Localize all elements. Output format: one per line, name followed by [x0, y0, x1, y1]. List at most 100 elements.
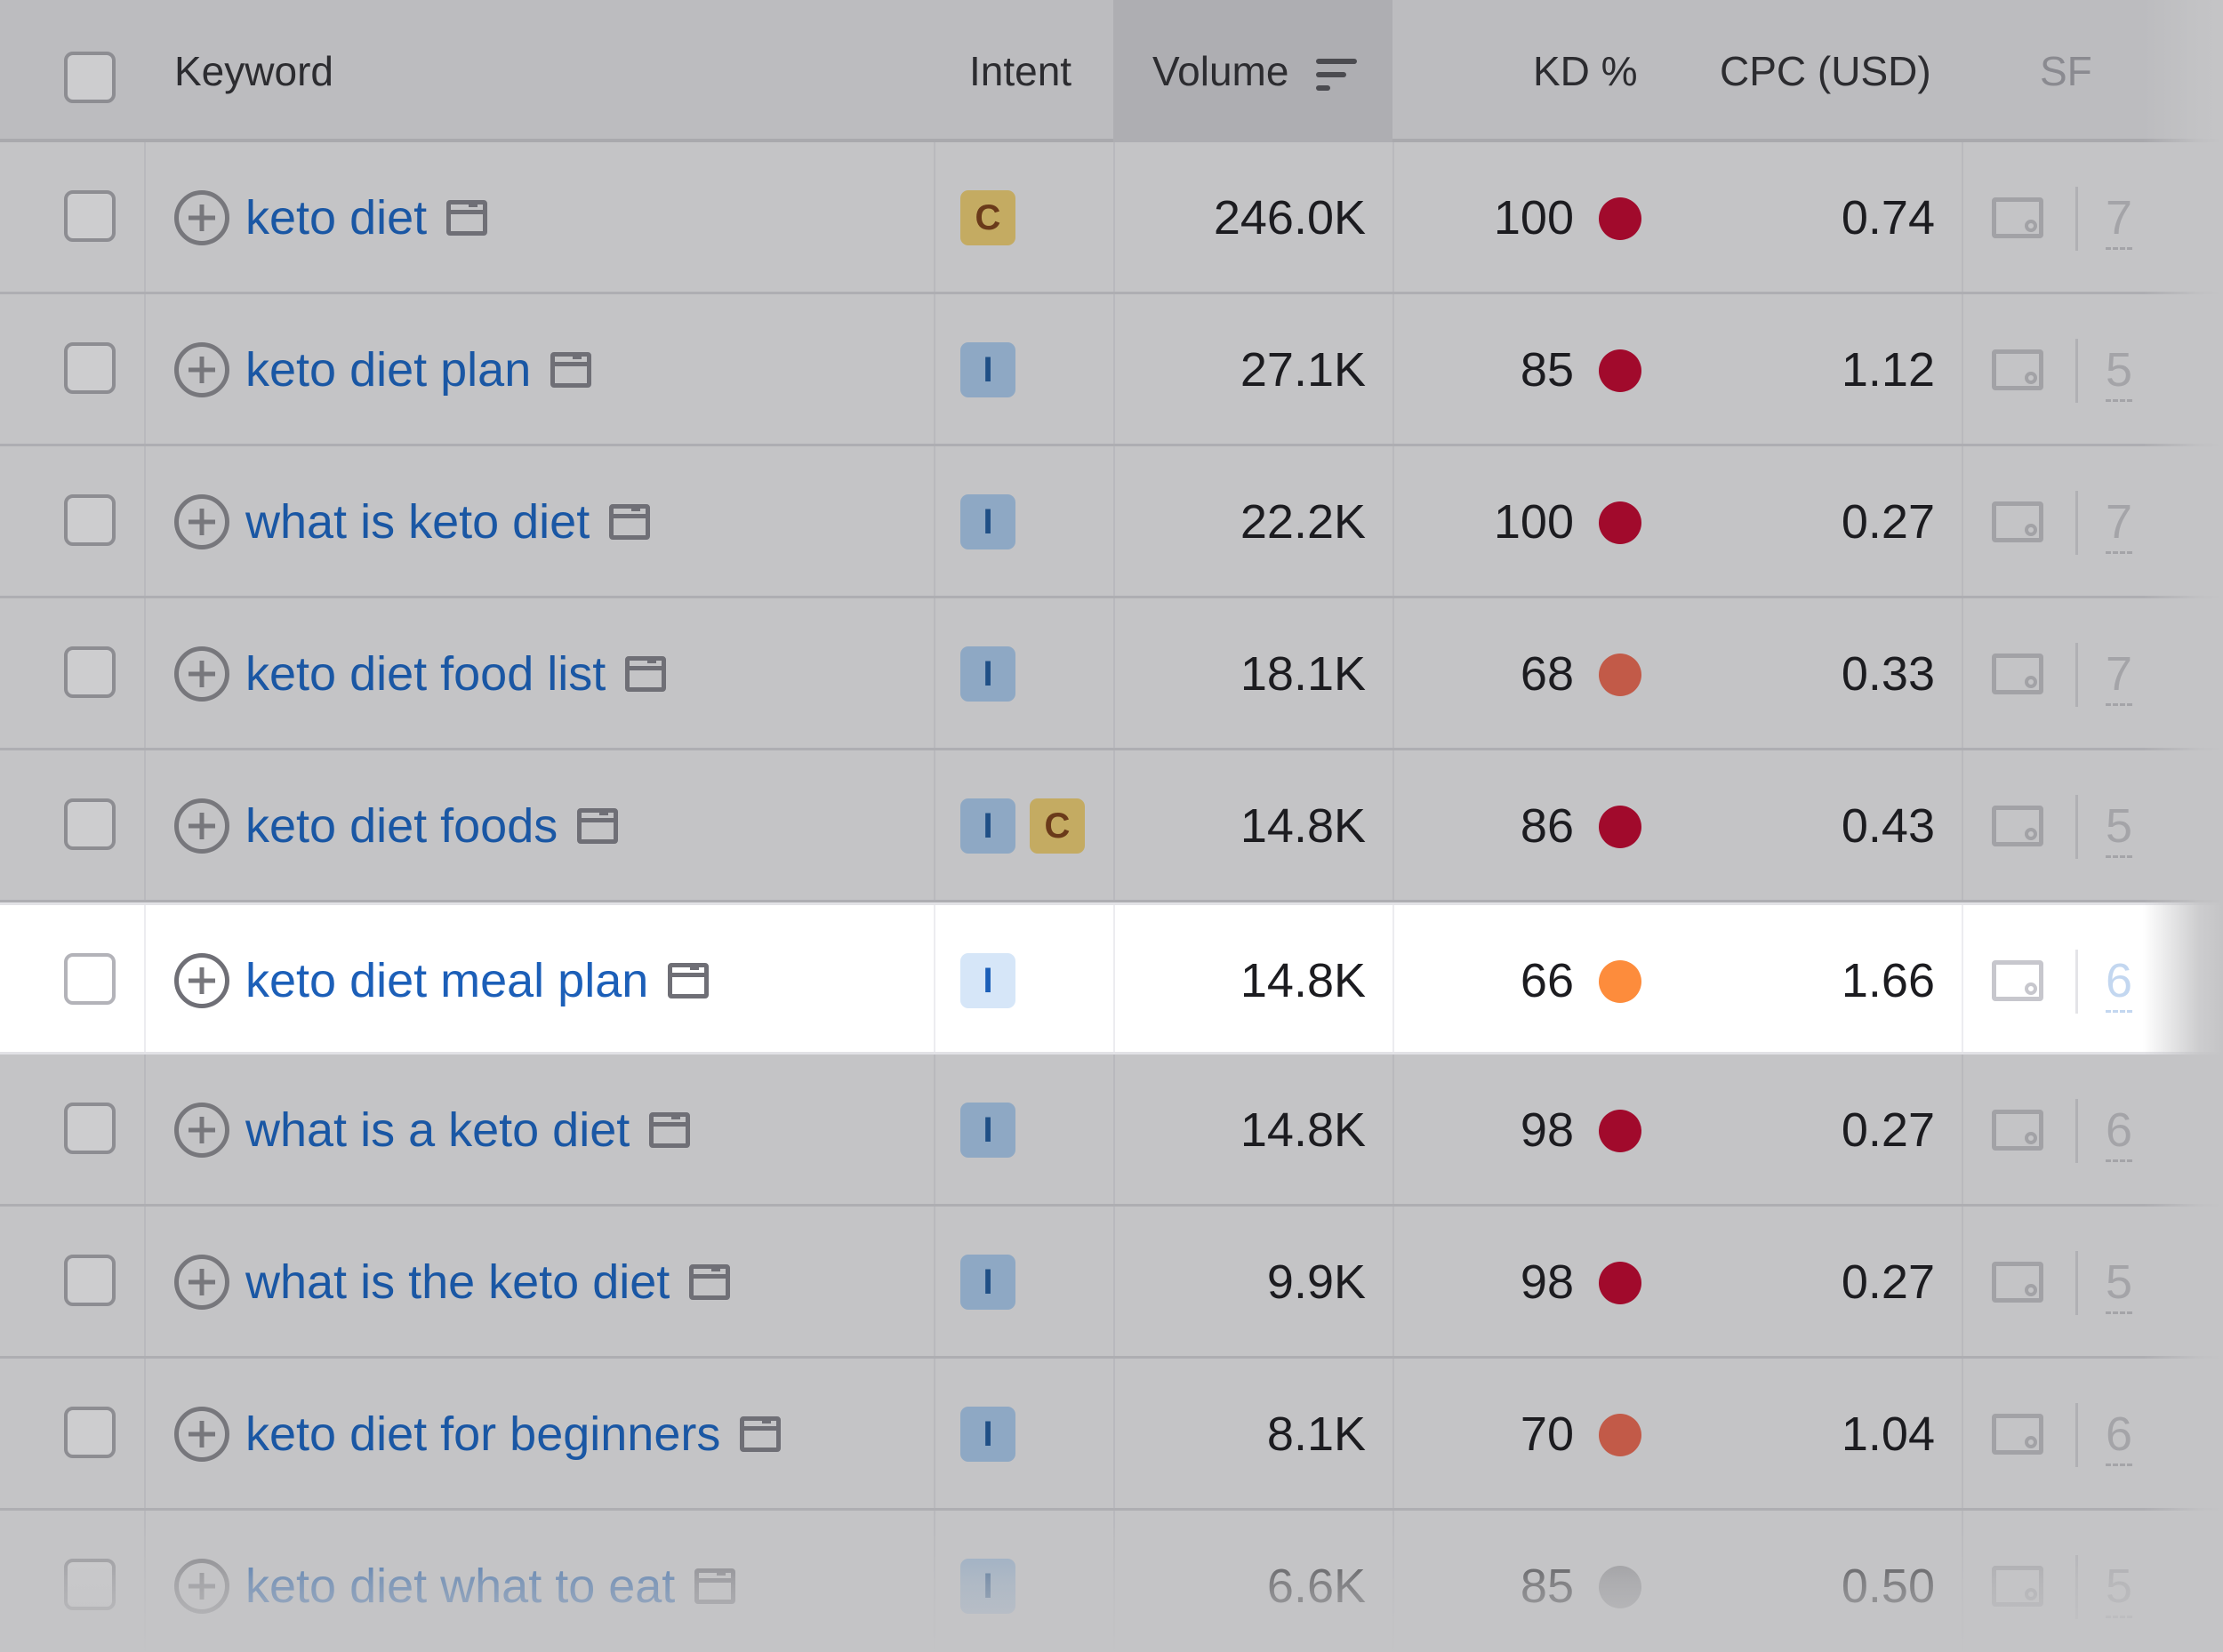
sf-divider	[2075, 643, 2078, 707]
table-row[interactable]: keto diet C 246.0K 100 0.74 7	[0, 142, 2223, 294]
keyword-link[interactable]: what is a keto diet	[245, 1103, 630, 1157]
serp-features-icon[interactable]	[1992, 349, 2043, 390]
add-to-list-icon[interactable]	[174, 1255, 229, 1310]
add-to-list-icon[interactable]	[174, 953, 229, 1008]
sf-column-header[interactable]: SF	[2040, 48, 2092, 94]
sf-count[interactable]: 6	[2106, 951, 2133, 1013]
add-to-list-icon[interactable]	[174, 1103, 229, 1158]
cpc-value: 0.33	[1841, 647, 1935, 701]
kd-value: 98	[1520, 1103, 1574, 1157]
kd-column-header[interactable]: KD %	[1533, 48, 1638, 94]
intent-cell: I	[960, 953, 1015, 1008]
keyword-link[interactable]: keto diet plan	[245, 343, 532, 397]
row-checkbox[interactable]	[64, 190, 116, 242]
serp-features-icon[interactable]	[1992, 1110, 2043, 1151]
row-checkbox[interactable]	[64, 494, 116, 546]
intent-badge: C	[1030, 798, 1085, 854]
row-checkbox[interactable]	[64, 1559, 116, 1610]
table-row[interactable]: keto diet plan I 27.1K 85 1.12 5	[0, 294, 2223, 446]
row-checkbox[interactable]	[64, 342, 116, 394]
serp-features-icon[interactable]	[1992, 960, 2043, 1001]
volume-value: 8.1K	[1266, 1407, 1366, 1461]
table-row[interactable]: keto diet for beginners I 8.1K 70 1.04 6	[0, 1359, 2223, 1511]
keyword-link[interactable]: keto diet food list	[245, 647, 606, 701]
keyword-cell: what is the keto diet	[245, 1253, 731, 1311]
volume-value: 14.8K	[1240, 1103, 1366, 1157]
intent-badge: I	[960, 1103, 1015, 1158]
row-checkbox[interactable]	[64, 798, 116, 850]
keyword-column-header[interactable]: Keyword	[174, 48, 333, 94]
sf-count[interactable]: 7	[2106, 645, 2133, 706]
keyword-link[interactable]: keto diet meal plan	[245, 954, 649, 1007]
cpc-value: 0.27	[1841, 1255, 1935, 1309]
table-row[interactable]: keto diet foods I C 14.8K 86 0.43 5	[0, 750, 2223, 902]
select-all-checkbox[interactable]	[64, 52, 116, 103]
keyword-link[interactable]: keto diet foods	[245, 799, 558, 853]
add-to-list-icon[interactable]	[174, 646, 229, 702]
serp-preview-icon[interactable]	[625, 656, 667, 692]
serp-features-icon[interactable]	[1992, 806, 2043, 846]
add-to-list-icon[interactable]	[174, 1407, 229, 1462]
serp-preview-icon[interactable]	[609, 504, 651, 540]
sf-count[interactable]: 5	[2106, 1253, 2133, 1314]
keyword-link[interactable]: what is the keto diet	[245, 1255, 670, 1309]
serp-preview-icon[interactable]	[689, 1264, 731, 1300]
row-checkbox[interactable]	[64, 1407, 116, 1458]
sf-count[interactable]: 5	[2106, 797, 2133, 858]
sf-count[interactable]: 7	[2106, 188, 2133, 250]
keyword-link[interactable]: keto diet for beginners	[245, 1407, 721, 1461]
column-divider	[934, 1359, 935, 1508]
serp-features-icon[interactable]	[1992, 197, 2043, 238]
serp-preview-icon[interactable]	[649, 1112, 691, 1148]
column-divider	[144, 1055, 146, 1204]
sf-divider	[2075, 1251, 2078, 1315]
sort-descending-icon[interactable]	[1316, 57, 1359, 92]
cpc-column-header[interactable]: CPC (USD)	[1720, 48, 1931, 94]
row-checkbox[interactable]	[64, 953, 116, 1005]
serp-preview-icon[interactable]	[694, 1568, 736, 1604]
column-divider	[1962, 1207, 1963, 1356]
sf-count[interactable]: 6	[2106, 1101, 2133, 1162]
row-checkbox[interactable]	[64, 1103, 116, 1154]
volume-column-header[interactable]: Volume	[1152, 48, 1289, 94]
column-divider	[1113, 446, 1115, 596]
serp-preview-icon[interactable]	[668, 963, 710, 998]
kd-difficulty-dot	[1599, 1110, 1641, 1152]
kd-value: 100	[1493, 495, 1574, 549]
serp-preview-icon[interactable]	[446, 200, 488, 236]
serp-features-icon[interactable]	[1992, 1414, 2043, 1455]
add-to-list-icon[interactable]	[174, 342, 229, 397]
serp-preview-icon[interactable]	[740, 1416, 782, 1452]
add-to-list-icon[interactable]	[174, 1559, 229, 1614]
serp-features-icon[interactable]	[1992, 1566, 2043, 1607]
add-to-list-icon[interactable]	[174, 494, 229, 549]
sf-count[interactable]: 5	[2106, 341, 2133, 402]
kd-difficulty-dot	[1599, 501, 1641, 544]
intent-column-header[interactable]: Intent	[969, 48, 1072, 94]
sf-count[interactable]: 5	[2106, 1557, 2133, 1618]
serp-preview-icon[interactable]	[577, 808, 619, 844]
table-row[interactable]: keto diet meal plan I 14.8K 66 1.66 6	[0, 902, 2223, 1055]
serp-features-icon[interactable]	[1992, 1262, 2043, 1303]
keyword-cell: what is keto diet	[245, 493, 651, 551]
table-row[interactable]: what is a keto diet I 14.8K 98 0.27 6	[0, 1055, 2223, 1207]
row-checkbox[interactable]	[64, 1255, 116, 1306]
serp-features-icon[interactable]	[1992, 501, 2043, 542]
row-checkbox[interactable]	[64, 646, 116, 698]
table-row[interactable]: what is keto diet I 22.2K 100 0.27 7	[0, 446, 2223, 598]
keyword-link[interactable]: keto diet what to eat	[245, 1560, 676, 1613]
add-to-list-icon[interactable]	[174, 798, 229, 854]
kd-difficulty-dot	[1599, 654, 1641, 696]
add-to-list-icon[interactable]	[174, 190, 229, 245]
serp-features-icon[interactable]	[1992, 654, 2043, 694]
table-row[interactable]: keto diet what to eat I 6.6K 85 0.50 5	[0, 1511, 2223, 1652]
sf-divider	[2075, 491, 2078, 555]
sf-count[interactable]: 6	[2106, 1405, 2133, 1466]
serp-preview-icon[interactable]	[550, 352, 592, 388]
table-row[interactable]: keto diet food list I 18.1K 68 0.33 7	[0, 598, 2223, 750]
table-row[interactable]: what is the keto diet I 9.9K 98 0.27 5	[0, 1207, 2223, 1359]
keyword-cell: keto diet	[245, 188, 488, 247]
keyword-link[interactable]: what is keto diet	[245, 495, 590, 549]
keyword-link[interactable]: keto diet	[245, 191, 428, 245]
sf-count[interactable]: 7	[2106, 493, 2133, 554]
